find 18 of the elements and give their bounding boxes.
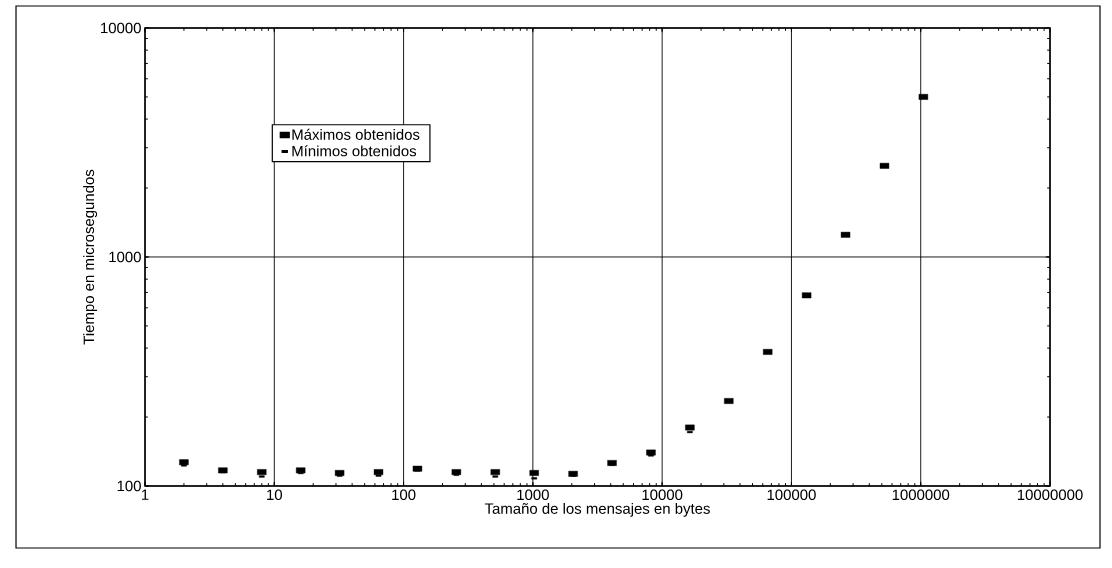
x-axis-title: Tamaño de los mensajes en bytes	[484, 502, 710, 517]
x-tick-label: 1	[141, 489, 149, 500]
legend-label: Mínimos obtenidos	[292, 145, 417, 157]
y-tick-label: 100	[117, 480, 141, 492]
x-tick-label: 10	[267, 489, 283, 501]
x-tick-label: 1000000	[892, 489, 950, 501]
x-tick-label: 100000	[767, 489, 816, 501]
x-tick-label: 10000000	[1017, 489, 1083, 501]
point	[685, 424, 695, 431]
y-tick-label: 10000	[101, 22, 141, 34]
x-tick-label: 100	[392, 489, 416, 501]
x-tick-label: 1000	[517, 489, 549, 501]
legend-label: Máximos obtenidos	[292, 128, 420, 140]
point	[646, 449, 656, 456]
y-tick-label: 1000	[109, 251, 141, 263]
y-axis-title: Tiempo en microsegundos	[83, 169, 98, 345]
x-tick-label: 10000	[642, 489, 683, 501]
point	[179, 459, 189, 466]
